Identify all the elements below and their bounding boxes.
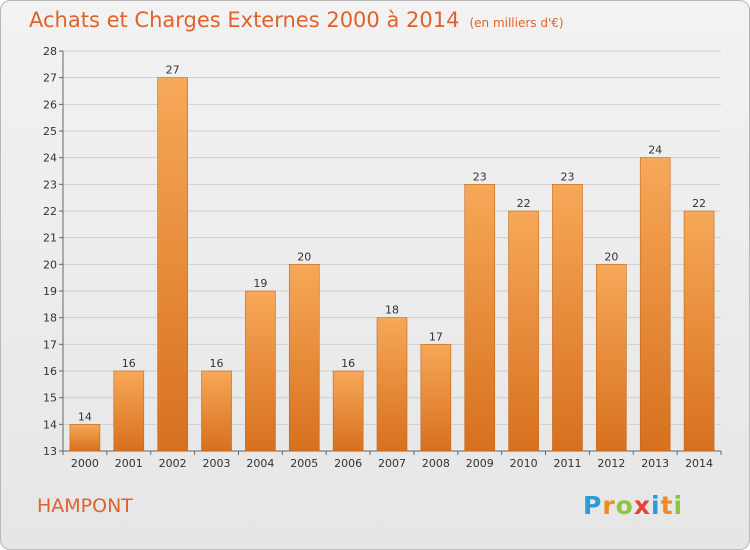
bar-2014 [683, 210, 715, 452]
x-tick-label-2000: 2000 [71, 457, 99, 470]
x-tick-label-2007: 2007 [378, 457, 406, 470]
chart-title: Achats et Charges Externes 2000 à 2014 (e… [29, 8, 564, 32]
data-label-2008: 17 [429, 330, 443, 343]
y-tick-label: 25 [43, 125, 57, 138]
y-tick-label: 23 [43, 178, 57, 191]
y-tick-label: 20 [43, 258, 57, 271]
data-label-2000: 14 [78, 410, 92, 423]
bar-2000 [69, 424, 101, 452]
chart-unit-note: (en milliers d'€) [469, 16, 564, 30]
x-tick-label-2001: 2001 [115, 457, 143, 470]
logo-letter: t [660, 491, 674, 520]
y-tick-label: 26 [43, 98, 57, 111]
x-tick-label-2002: 2002 [159, 457, 187, 470]
bar-2012 [596, 264, 627, 452]
bar-2005 [288, 264, 320, 452]
proxiti-logo: Proxiti [583, 491, 683, 520]
bar-2004 [245, 290, 276, 452]
bar-2003 [201, 370, 232, 452]
commune-name: HAMPONT [37, 495, 133, 517]
y-tick-label: 13 [43, 445, 57, 458]
data-label-2006: 16 [341, 357, 355, 370]
x-tick-labels: 2000 2001 2002 2003 2004 2005 2006 2007 2008 2009… [71, 457, 713, 470]
logo-letter: P [583, 491, 603, 520]
data-label-2012: 20 [604, 250, 618, 263]
x-tick-label-2005: 2005 [290, 457, 318, 470]
logo-letter: i [673, 491, 684, 520]
data-labels: 14 16 27 16 19 20 16 18 17 23 22 23 20 24 22 [78, 64, 706, 424]
data-label-2003: 16 [210, 357, 224, 370]
data-label-2002: 27 [166, 64, 180, 77]
bar-2011 [552, 184, 583, 452]
bar-2006 [332, 370, 364, 452]
y-tick-label: 18 [43, 312, 57, 325]
y-tick-label: 28 [43, 45, 57, 58]
data-label-2011: 23 [560, 170, 574, 183]
data-label-2004: 19 [253, 277, 267, 290]
logo-letter: o [615, 491, 634, 520]
data-label-2001: 16 [122, 357, 136, 370]
x-tick-label-2006: 2006 [334, 457, 362, 470]
y-tick-label: 17 [43, 338, 57, 351]
x-tick-label-2014: 2014 [685, 457, 713, 470]
bar-2010 [508, 210, 539, 452]
bars [69, 77, 715, 452]
bar-2013 [639, 157, 671, 452]
x-tick-label-2013: 2013 [641, 457, 669, 470]
y-tick-labels: 13 14 15 16 17 18 19 20 21 22 23 24 25 26 27 28 [43, 45, 57, 458]
x-tick-label-2004: 2004 [246, 457, 274, 470]
x-tick-label-2010: 2010 [510, 457, 538, 470]
bar-2002 [157, 77, 188, 452]
data-label-2009: 23 [473, 170, 487, 183]
data-label-2014: 22 [692, 197, 706, 210]
y-tick-label: 24 [43, 152, 57, 165]
bar-2007 [376, 317, 408, 452]
data-label-2013: 24 [648, 144, 662, 157]
y-tick-label: 14 [43, 418, 57, 431]
logo-letter: i [651, 491, 661, 520]
bar-2008 [420, 344, 452, 452]
bar-2001 [113, 370, 145, 452]
y-tick-label: 21 [43, 232, 57, 245]
y-tick-label: 19 [43, 285, 57, 298]
logo-letter: r [602, 491, 616, 520]
y-tick-label: 16 [43, 365, 57, 378]
data-label-2005: 20 [297, 250, 311, 263]
y-tick-label: 27 [43, 72, 57, 85]
x-tick-label-2011: 2011 [553, 457, 581, 470]
y-tick-label: 22 [43, 205, 57, 218]
data-label-2010: 22 [517, 197, 531, 210]
bar-2009 [464, 184, 496, 452]
x-tick-label-2008: 2008 [422, 457, 450, 470]
logo-letter: x [633, 491, 651, 520]
x-tick-label-2009: 2009 [466, 457, 494, 470]
y-tick-label: 15 [43, 392, 57, 405]
x-tick-label-2003: 2003 [203, 457, 231, 470]
x-tick-label-2012: 2012 [597, 457, 625, 470]
chart-title-main: Achats et Charges Externes 2000 à 2014 [29, 8, 460, 32]
data-label-2007: 18 [385, 304, 399, 317]
